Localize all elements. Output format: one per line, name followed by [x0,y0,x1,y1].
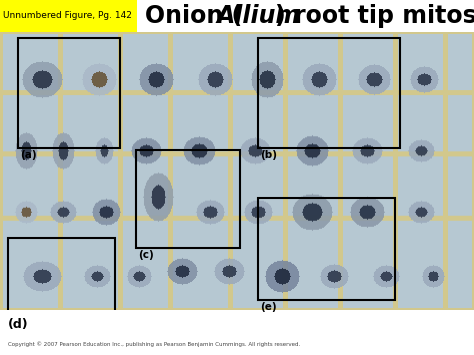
Bar [0,0,137,32]
Text: Copyright © 2007 Pearson Education Inc., publishing as Pearson Benjamin Cummings: Copyright © 2007 Pearson Education Inc.,… [8,341,300,346]
Text: Unnumbered Figure, Pg. 142: Unnumbered Figure, Pg. 142 [3,11,132,21]
Text: Allium: Allium [217,4,301,28]
Bar [258,38,400,148]
Text: (c): (c) [138,250,154,260]
Text: Onion (: Onion ( [145,4,242,28]
Text: (d): (d) [8,318,28,331]
Text: (b): (b) [260,150,277,160]
Text: ) root tip mitosis: ) root tip mitosis [275,4,474,28]
Bar [136,150,240,248]
Text: (a): (a) [20,150,36,160]
Bar [18,38,120,148]
Text: (e): (e) [260,302,277,312]
Bar [8,238,115,318]
Bar [258,198,395,300]
